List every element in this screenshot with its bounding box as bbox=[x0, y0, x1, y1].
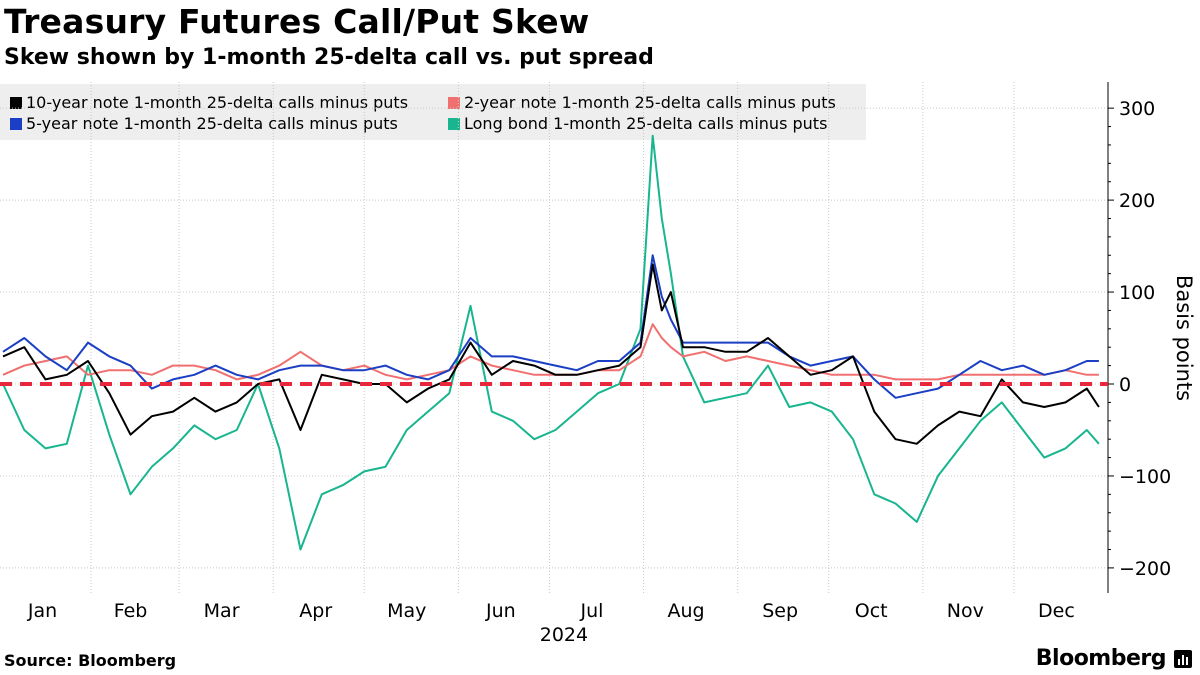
bloomberg-bars-icon bbox=[1174, 650, 1192, 668]
chart-subtitle: Skew shown by 1-month 25-delta call vs. … bbox=[4, 45, 654, 70]
y-tick-label: 300 bbox=[1119, 98, 1155, 120]
legend-swatch-5-year bbox=[10, 118, 22, 130]
legend-item-2-year: 2-year note 1-month 25-delta calls minus… bbox=[448, 93, 836, 113]
series-line bbox=[2, 263, 1100, 445]
x-tick-label: Mar bbox=[204, 600, 240, 622]
bloomberg-logo: Bloomberg bbox=[1035, 646, 1167, 671]
series-line bbox=[2, 323, 1099, 381]
source-note: Source: Bloomberg bbox=[4, 651, 177, 670]
y-tick-label: −100 bbox=[1119, 466, 1171, 488]
x-tick-label: Apr bbox=[299, 600, 332, 622]
legend-label-10-year: 10-year note 1-month 25-delta calls minu… bbox=[26, 93, 409, 112]
series-line bbox=[2, 254, 1099, 399]
chart-title: Treasury Futures Call/Put Skew bbox=[4, 2, 590, 41]
legend-label-5-year: 5-year note 1-month 25-delta calls minus… bbox=[26, 114, 398, 133]
x-tick-label: Oct bbox=[855, 600, 888, 622]
x-tick-label: Jun bbox=[485, 600, 516, 622]
x-tick-label: May bbox=[387, 600, 426, 622]
legend-swatch-2-year bbox=[448, 97, 460, 109]
legend-item-10-year: 10-year note 1-month 25-delta calls minu… bbox=[10, 93, 408, 113]
legend-swatch-long-bond bbox=[448, 118, 460, 130]
y-tick-label: 0 bbox=[1119, 374, 1131, 396]
y-axis-title: Basis points bbox=[1172, 275, 1196, 401]
legend: 10-year note 1-month 25-delta calls minu… bbox=[0, 84, 866, 140]
series-line bbox=[2, 134, 1100, 551]
legend-item-long-bond: Long bond 1-month 25-delta calls minus p… bbox=[448, 114, 827, 134]
y-tick-label: −200 bbox=[1119, 558, 1171, 580]
x-tick-label: Aug bbox=[667, 600, 704, 622]
legend-label-2-year: 2-year note 1-month 25-delta calls minus… bbox=[464, 93, 836, 112]
legend-item-5-year: 5-year note 1-month 25-delta calls minus… bbox=[10, 114, 398, 134]
x-tick-label: Sep bbox=[762, 600, 798, 622]
y-tick-label: 200 bbox=[1119, 190, 1155, 212]
x-tick-label: Feb bbox=[114, 600, 148, 622]
x-tick-label: Jan bbox=[27, 600, 57, 622]
x-tick-label: Jul bbox=[579, 600, 603, 622]
legend-label-long-bond: Long bond 1-month 25-delta calls minus p… bbox=[464, 114, 828, 133]
legend-swatch-10-year bbox=[10, 97, 22, 109]
y-tick-label: 100 bbox=[1119, 282, 1155, 304]
x-axis-year-label: 2024 bbox=[540, 624, 588, 646]
x-tick-label: Dec bbox=[1038, 600, 1075, 622]
x-tick-label: Nov bbox=[947, 600, 984, 622]
